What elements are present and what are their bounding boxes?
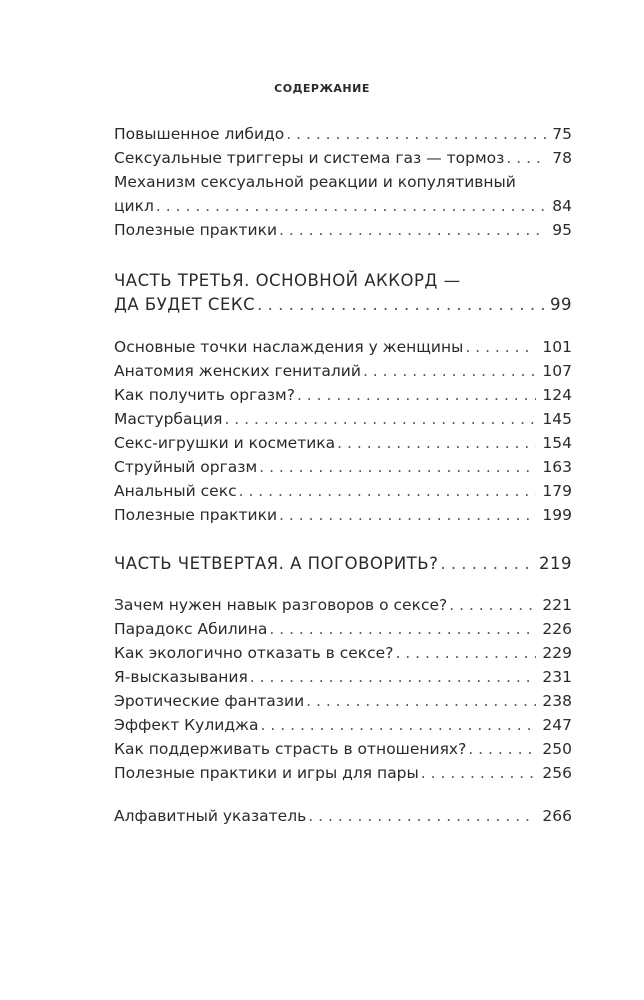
toc-entry[interactable]: Повышенное либидо75 (114, 122, 572, 146)
toc-entry[interactable]: Сексуальные триггеры и система газ — тор… (114, 146, 572, 170)
toc-entry[interactable]: Струйный оргазм163 (114, 455, 572, 479)
toc-entry[interactable]: Как экологично отказать в сексе?229 (114, 641, 572, 665)
toc-section-2: Основные точки наслаждения у женщины101А… (114, 335, 572, 527)
toc-entry[interactable]: Парадокс Абилина226 (114, 617, 572, 641)
toc-entry[interactable]: Полезные практики199 (114, 503, 572, 527)
toc-entry[interactable]: Анальный секс179 (114, 479, 572, 503)
toc-entry[interactable]: Эротические фантазии238 (114, 689, 572, 713)
toc-entry[interactable]: Полезные практики и игры для пары256 (114, 761, 572, 785)
toc-section-3: Зачем нужен навык разговоров о сексе?221… (114, 593, 572, 785)
toc-entry-part[interactable]: ЧАСТЬ ЧЕТВЕРТАЯ. А ПОГОВОРИТЬ?219 (114, 552, 572, 577)
toc-entry-part[interactable]: ДА БУДЕТ СЕКС99 (114, 293, 572, 318)
toc-entry[interactable]: Мастурбация145 (114, 407, 572, 431)
toc-entry[interactable]: Анатомия женских гениталий107 (114, 359, 572, 383)
toc-entry[interactable]: Алфавитный указатель266 (114, 804, 572, 828)
toc-entry[interactable]: Как получить оргазм?124 (114, 383, 572, 407)
toc-entry[interactable]: Секс-игрушки и косметика154 (114, 431, 572, 455)
toc-entry[interactable]: Полезные практики95 (114, 218, 572, 242)
index-entry: Алфавитный указатель266 (114, 804, 572, 828)
toc-entry[interactable]: цикл84 (114, 194, 572, 218)
toc-entry[interactable]: Основные точки наслаждения у женщины101 (114, 335, 572, 359)
part-four-heading: ЧАСТЬ ЧЕТВЕРТАЯ. А ПОГОВОРИТЬ?219 (114, 552, 572, 577)
page-title: СОДЕРЖАНИЕ (274, 82, 370, 95)
toc-section-1: Повышенное либидо75Сексуальные триггеры … (114, 122, 572, 242)
toc-entry[interactable]: Я-высказывания231 (114, 665, 572, 689)
part-three-heading: ЧАСТЬ ТРЕТЬЯ. ОСНОВНОЙ АККОРД — ДА БУДЕТ… (114, 268, 572, 318)
toc-entry[interactable]: Зачем нужен навык разговоров о сексе?221 (114, 593, 572, 617)
toc-entry-wrapped-line: Механизм сексуальной реакции и копулятив… (114, 173, 516, 191)
toc-entry[interactable]: Как поддерживать страсть в отношениях?25… (114, 737, 572, 761)
toc-entry[interactable]: Эффект Кулиджа247 (114, 713, 572, 737)
